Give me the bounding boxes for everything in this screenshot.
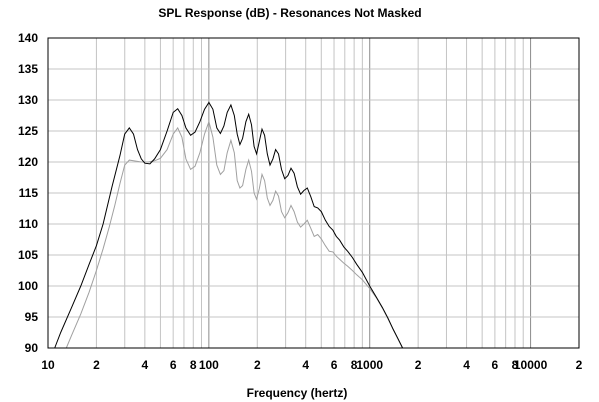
x-tick-label: 2 (254, 358, 261, 372)
x-tick-label: 4 (142, 358, 149, 372)
x-tick-label: 100 (199, 358, 219, 372)
x-tick-label: 6 (170, 358, 177, 372)
x-tick-label: 8 (512, 358, 519, 372)
x-tick-label: 2 (415, 358, 422, 372)
y-tick-label: 125 (18, 124, 38, 138)
x-tick-label: 2 (576, 358, 583, 372)
y-tick-label: 110 (19, 217, 39, 231)
y-tick-label: 95 (25, 310, 39, 324)
y-tick-label: 130 (18, 93, 38, 107)
x-tick-label: 4 (463, 358, 470, 372)
x-tick-label: 10000 (514, 358, 548, 372)
x-tick-label: 8 (190, 358, 197, 372)
y-tick-label: 135 (18, 62, 38, 76)
x-tick-label: 2 (93, 358, 100, 372)
series-line (54, 101, 404, 349)
y-tick-label: 90 (25, 341, 39, 355)
y-tick-label: 100 (18, 279, 38, 293)
x-tick-label: 10 (41, 358, 55, 372)
x-tick-label: 8 (351, 358, 358, 372)
x-tick-label: 6 (492, 358, 499, 372)
plot-series (54, 101, 404, 349)
y-axis-ticks: 90 95 100 105 110 115 120 125 130 135 140 (18, 31, 38, 355)
plot-frame (47, 37, 580, 349)
y-tick-label: 115 (19, 186, 39, 200)
series-line (65, 119, 404, 349)
x-tick-label: 4 (302, 358, 309, 372)
x-tick-label: 6 (331, 358, 338, 372)
grid-lines (48, 38, 579, 348)
chart-title: SPL Response (dB) - Resonances Not Maske… (158, 6, 421, 20)
x-tick-label: 1000 (356, 358, 383, 372)
y-tick-label: 120 (18, 155, 38, 169)
y-tick-label: 105 (18, 248, 38, 262)
y-tick-label: 140 (18, 31, 38, 45)
x-axis-title: Frequency (hertz) (247, 386, 348, 400)
